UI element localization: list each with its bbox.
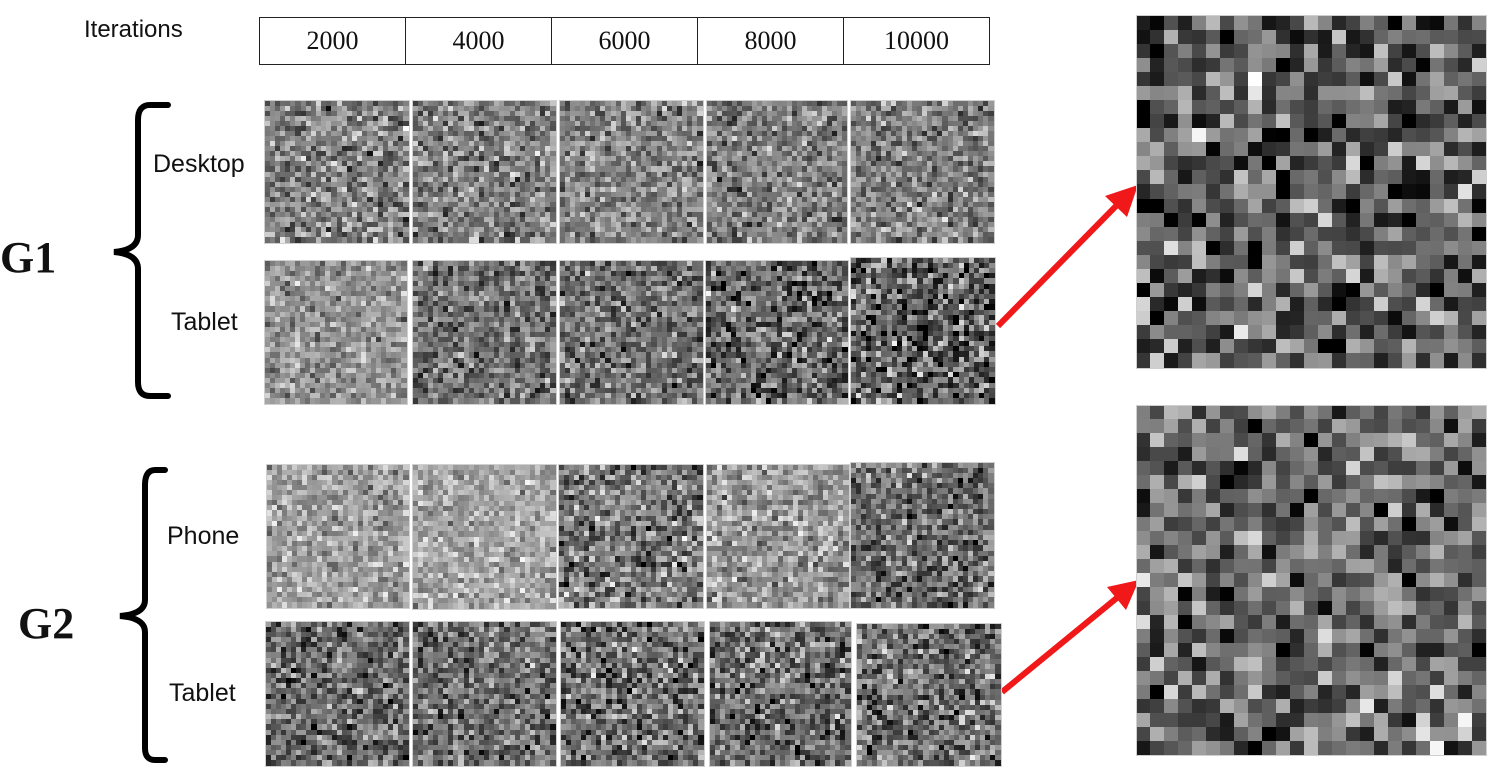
noise-tile — [850, 100, 995, 244]
noise-tile — [412, 260, 557, 405]
row-label-g1-tablet: Tablet — [171, 308, 238, 336]
noise-tile — [705, 260, 849, 405]
row-label-g2-tablet: Tablet — [169, 679, 236, 707]
noise-tile — [265, 621, 410, 767]
group-label-g2: G2 — [18, 599, 75, 648]
noise-tile — [264, 100, 410, 244]
noise-tile — [706, 464, 850, 609]
arrow-g1 — [995, 185, 1138, 329]
noise-tile — [850, 462, 995, 609]
noise-tile — [559, 100, 704, 244]
noise-tile — [559, 260, 704, 405]
noise-tile — [264, 260, 408, 405]
curly-brace-g1 — [113, 102, 171, 399]
noise-tile — [412, 100, 557, 244]
noise-tile — [850, 257, 996, 405]
noise-tile — [412, 464, 557, 610]
noise-tile — [706, 100, 848, 244]
iteration-cell: 4000 — [406, 18, 552, 64]
noise-tile — [266, 464, 410, 609]
iteration-cell: 10000 — [884, 26, 949, 55]
iteration-cell: 6000 — [552, 18, 698, 64]
iterations-label: Iterations — [84, 16, 183, 43]
group-label-g1: G1 — [0, 233, 57, 282]
row-label-g2-phone: Phone — [167, 522, 240, 550]
zoomed-tile-g1 — [1136, 15, 1487, 369]
noise-tile — [856, 623, 1002, 767]
iteration-cell: 2000 — [260, 18, 406, 64]
arrow-g2 — [1000, 580, 1139, 695]
noise-tile — [558, 464, 704, 609]
noise-tile — [412, 621, 557, 767]
noise-tile — [709, 621, 852, 767]
iteration-cell: 8000 — [698, 18, 844, 64]
iterations-table: 2000 4000 6000 8000 10000 — [259, 17, 990, 65]
zoomed-tile-g2 — [1136, 405, 1487, 756]
curly-brace-g2 — [119, 467, 168, 763]
noise-tile — [560, 621, 705, 767]
row-label-g1-desktop: Desktop — [153, 150, 245, 178]
